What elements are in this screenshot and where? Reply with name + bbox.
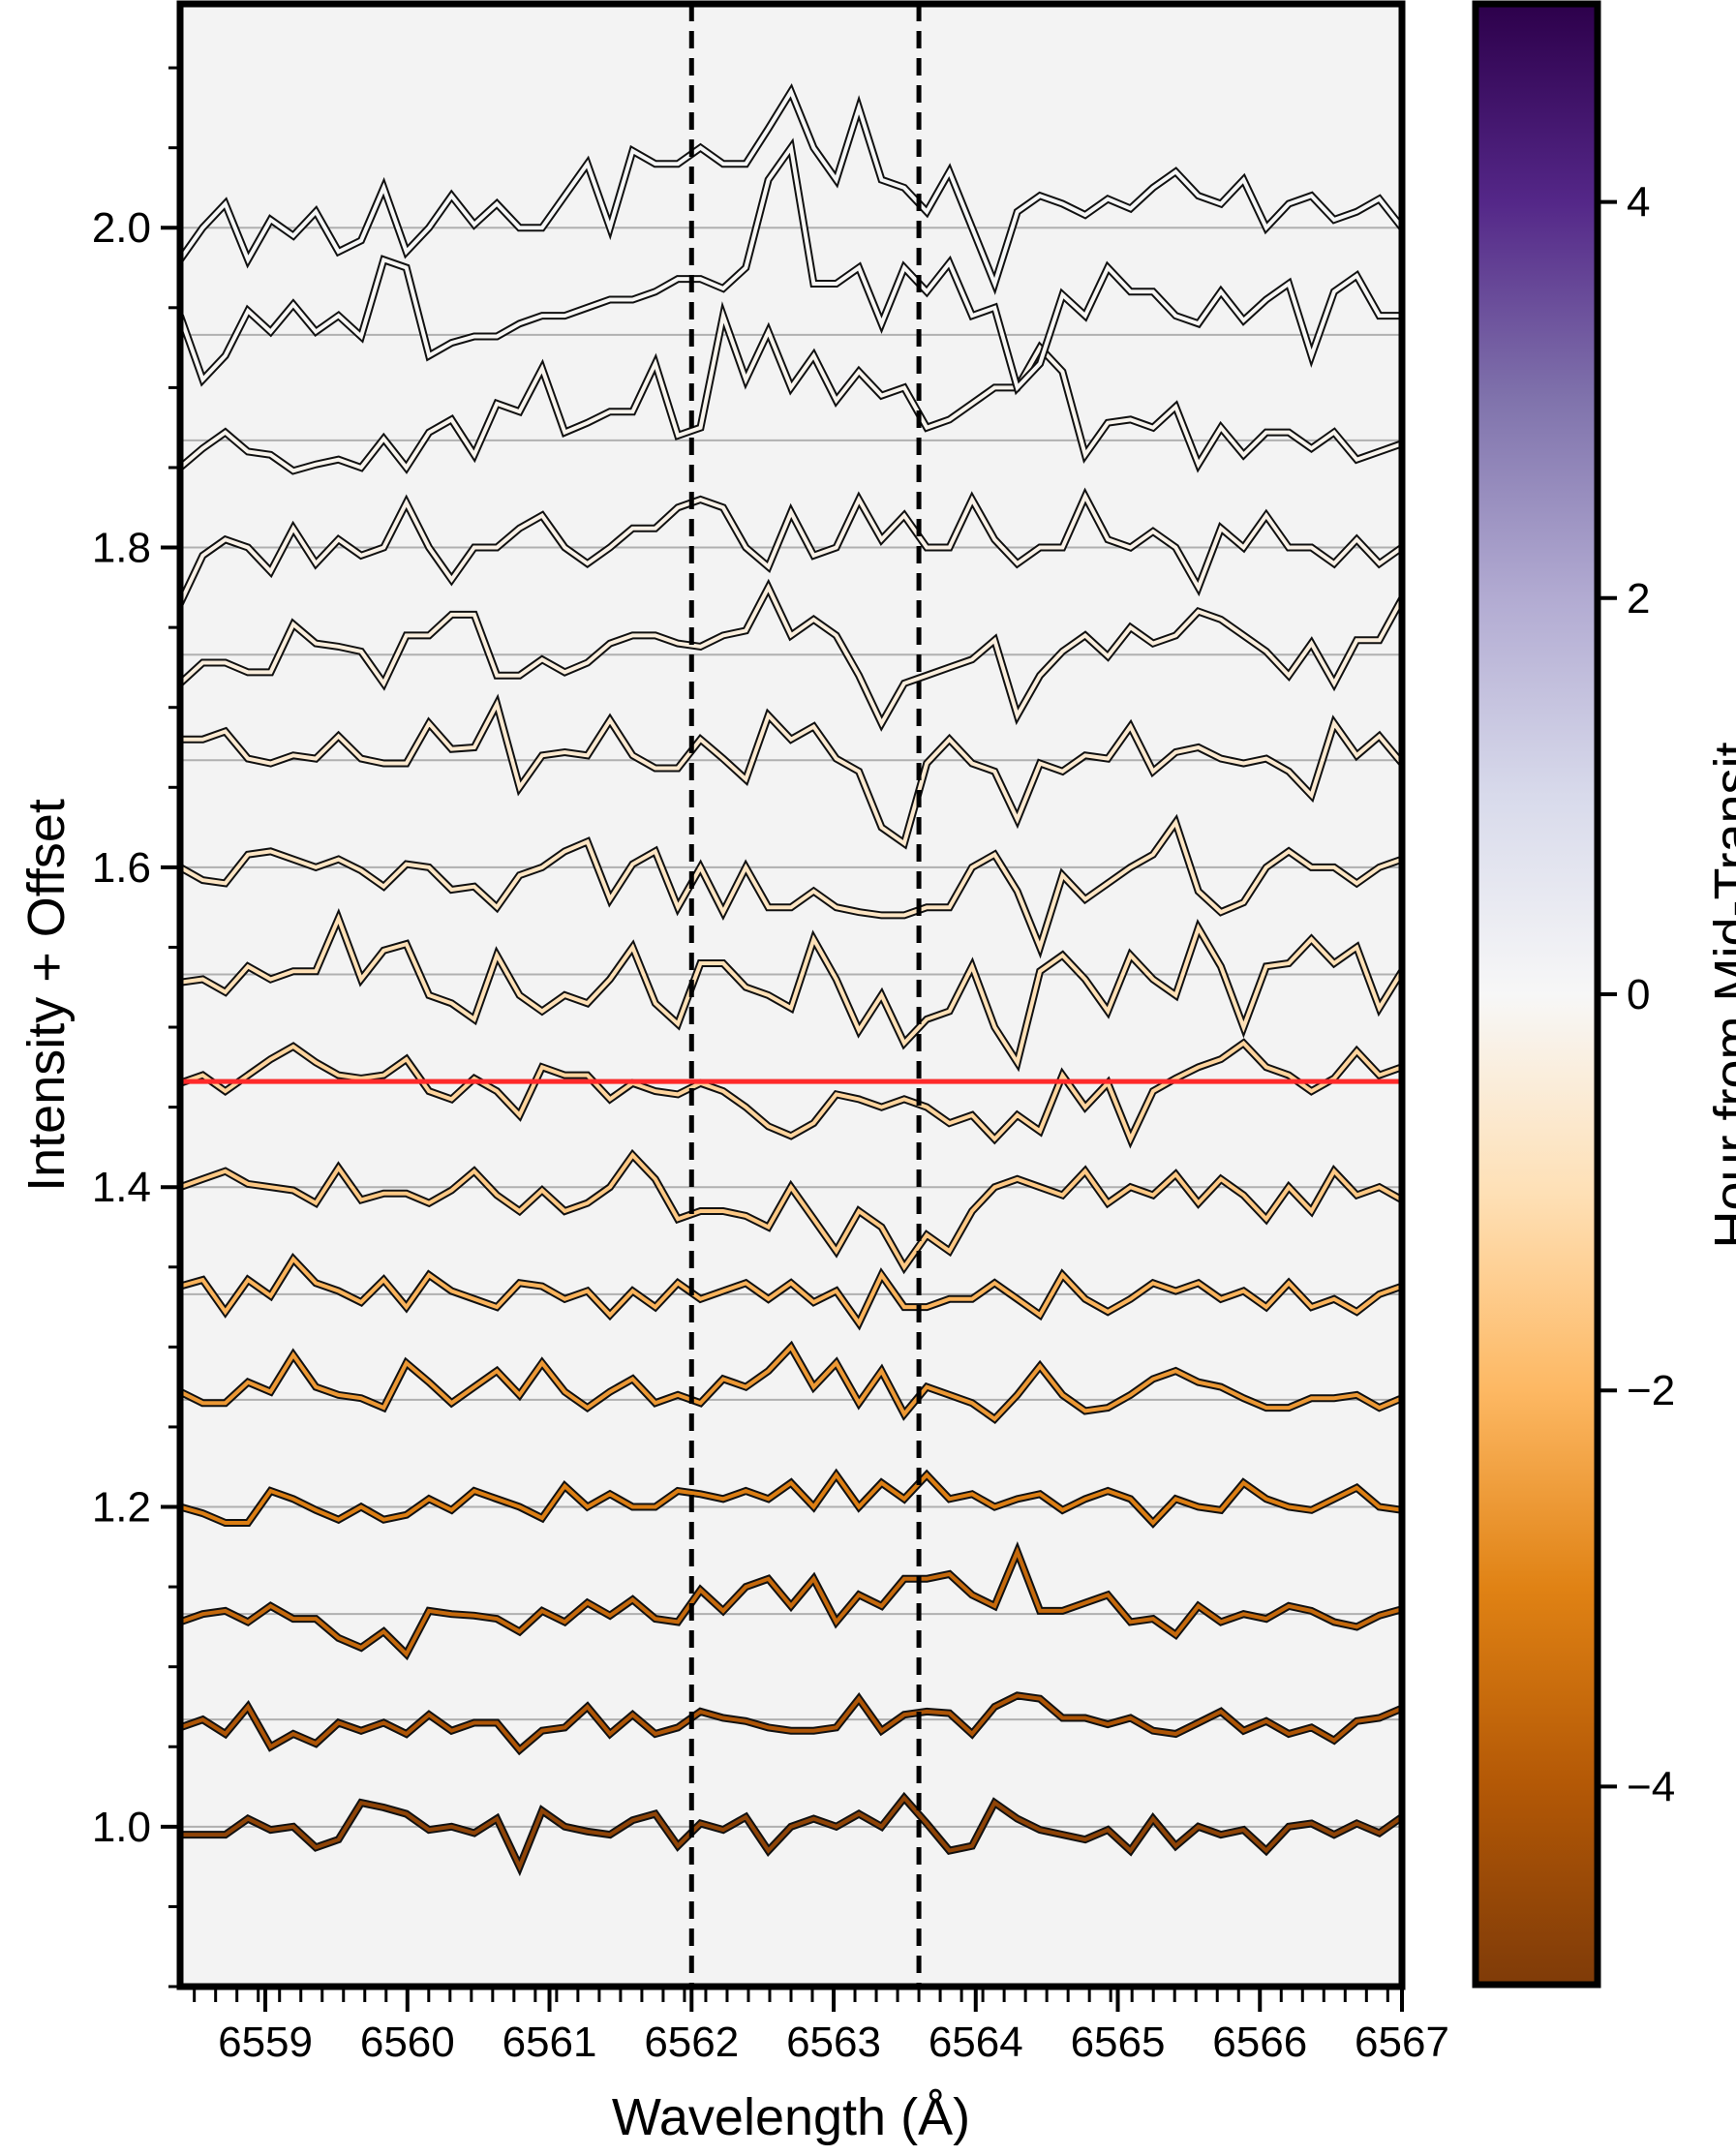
x-tick-label-9: 6567	[1355, 2019, 1449, 2066]
spectrum-series-12	[180, 578, 1402, 732]
x-tick-label-5: 6563	[786, 2019, 881, 2066]
spectrum-series-15	[180, 137, 1402, 396]
spectrum-series-10	[180, 813, 1402, 959]
colorbar-tick-label-4: 2	[1627, 575, 1650, 623]
x-tick-label-7: 6565	[1071, 2019, 1166, 2066]
x-tick-label-6: 6564	[929, 2019, 1023, 2066]
colorbar-ticks: −4 −2 0 2 4	[1598, 179, 1675, 1810]
x-axis: 6559 6560 6561 6562 6563 6564 6565 6566 6567	[193, 1987, 1449, 2066]
y-tick-label-1: 1.0	[92, 1804, 151, 1851]
x-tick-label-8: 6566	[1212, 2019, 1307, 2066]
spectrum-line-5	[180, 1344, 1402, 1422]
y-tick-label-3: 1.4	[92, 1164, 151, 1211]
colorbar-tick-label-3: 0	[1627, 971, 1650, 1018]
y-tick-label-4: 1.6	[92, 844, 151, 892]
spectrum-line-2	[180, 1693, 1402, 1753]
spectrum-series-2	[180, 1691, 1402, 1756]
colorbar-gradient	[1476, 4, 1598, 1985]
spectrum-series-1	[180, 1791, 1402, 1877]
x-tick-label-1: 6559	[218, 2019, 313, 2066]
spectrum-line-6	[180, 1256, 1402, 1327]
colorbar-tick-label-1: −4	[1627, 1763, 1675, 1810]
y-tick-label-6: 2.0	[92, 204, 151, 252]
spectrum-line-15	[180, 142, 1402, 392]
spectrum-series-13	[180, 487, 1402, 606]
spectrum-series-16	[180, 82, 1402, 295]
y-axis: 1.0 1.2 1.4 1.6 1.8 2.0	[92, 66, 180, 1989]
spectrum-line-14	[180, 308, 1402, 473]
x-tick-label-3: 6561	[503, 2019, 597, 2066]
spectrum-series-6	[180, 1252, 1402, 1331]
colorbar-tick-label-2: −2	[1627, 1367, 1675, 1414]
spectrum-series-8	[180, 1038, 1402, 1149]
y-axis-label: Intensity + Offset	[17, 799, 76, 1192]
spectrum-series-4	[180, 1468, 1402, 1529]
y-tick-label-5: 1.8	[92, 525, 151, 572]
spectrum-series-5	[180, 1340, 1402, 1424]
spectrum-line-10	[180, 818, 1402, 954]
spectrum-line-13	[180, 492, 1402, 605]
spectrum-line-4	[180, 1472, 1402, 1526]
line-core-markers	[688, 4, 922, 1987]
spectrum-series-7	[180, 1148, 1402, 1275]
spectrum-line-7	[180, 1152, 1402, 1271]
spectrum-series-9	[180, 907, 1402, 1073]
colorbar-label: Hour from Mid-Transit	[1704, 742, 1736, 1248]
colorbar-tick-label-5: 4	[1627, 179, 1650, 227]
spectrum-line-1	[180, 1794, 1402, 1872]
spectrum-line-9	[180, 913, 1402, 1068]
y-tick-label-2: 1.2	[92, 1484, 151, 1532]
spectrum-series-11	[180, 693, 1402, 850]
spectrum-series-14	[180, 301, 1402, 475]
spectrum-line-3	[180, 1546, 1402, 1657]
spectra-series-layer	[180, 82, 1402, 1877]
spectrum-line-11	[180, 698, 1402, 847]
spectrum-line-12	[180, 583, 1402, 728]
x-axis-label: Wavelength (Å)	[612, 2088, 970, 2146]
spectrum-line-8	[180, 1040, 1402, 1144]
x-tick-label-2: 6560	[360, 2019, 455, 2066]
spectrum-series-3	[180, 1541, 1402, 1661]
spectrum-line-16	[180, 87, 1402, 289]
x-tick-label-4: 6562	[644, 2019, 739, 2066]
